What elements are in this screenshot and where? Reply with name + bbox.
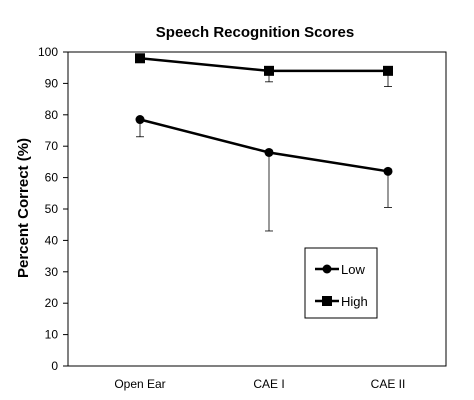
y-axis: 0 10 20 30 40 50 60 70 80 90 100 [38, 45, 68, 373]
data-point [135, 115, 145, 125]
x-tick-label: CAE I [253, 377, 284, 391]
legend-item-high: High [315, 294, 368, 309]
legend-label: High [341, 294, 368, 309]
y-tick-label: 40 [45, 233, 59, 247]
x-axis: Open Ear CAE I CAE II [114, 377, 405, 391]
legend-label: Low [341, 262, 365, 277]
series-high [135, 53, 393, 87]
chart-title: Speech Recognition Scores [156, 24, 354, 41]
legend-marker [322, 264, 332, 274]
data-point [264, 65, 274, 76]
series-low [135, 115, 393, 232]
y-tick-label: 100 [38, 45, 58, 59]
y-tick-label: 30 [45, 265, 59, 279]
legend-box [304, 247, 378, 319]
data-point [383, 65, 393, 76]
series-layer [135, 53, 393, 232]
data-point [383, 166, 393, 176]
series-line [139, 118, 389, 173]
plot-area [67, 51, 447, 367]
y-tick-label: 70 [45, 139, 59, 153]
y-tick-label: 10 [45, 328, 59, 342]
y-axis-label: Percent Correct (%) [15, 138, 32, 278]
legend-marker [322, 296, 332, 306]
data-point [135, 53, 145, 64]
data-point [264, 147, 274, 157]
y-tick-label: 50 [45, 202, 59, 216]
y-tick-label: 0 [51, 359, 58, 373]
y-tick-label: 90 [45, 76, 59, 90]
y-tick-label: 60 [45, 171, 59, 185]
y-tick-label: 20 [45, 296, 59, 310]
y-tick-label: 80 [45, 108, 59, 122]
x-tick-label: Open Ear [114, 377, 165, 391]
legend-item-low: Low [315, 262, 365, 277]
x-tick-label: CAE II [371, 377, 406, 391]
legend: Low High [304, 247, 378, 319]
